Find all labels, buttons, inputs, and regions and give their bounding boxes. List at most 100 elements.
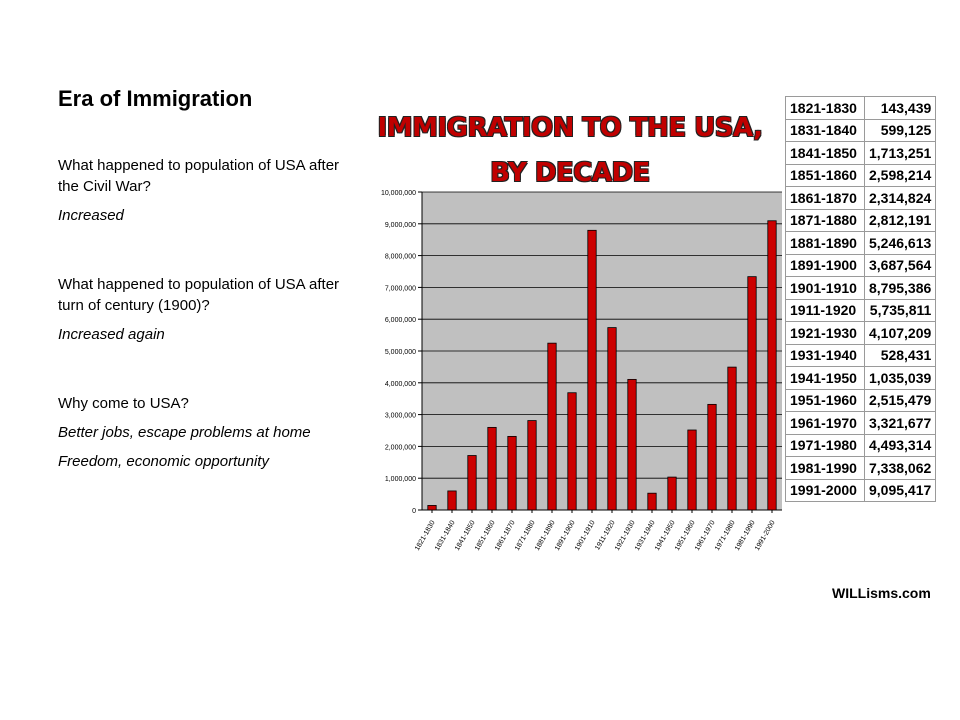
- question-1: What happened to population of USA after…: [58, 157, 340, 195]
- x-tick-label: 1841-1850: [454, 519, 477, 552]
- x-tick-label: 1991-2000: [754, 519, 777, 552]
- bar: [667, 476, 677, 511]
- x-tick-label: 1871-1880: [514, 519, 537, 552]
- x-tick-label: 1851-1860: [474, 519, 497, 552]
- decade-cell: 1821-1830: [785, 96, 865, 120]
- immigrants-cell: 2,515,479: [863, 388, 937, 412]
- immigrants-cell: 7,338,062: [863, 456, 937, 480]
- decade-cell: 1951-1960: [785, 388, 865, 412]
- decade-cell: 1961-1970: [785, 411, 865, 435]
- immigrants-cell: 1,713,251: [863, 141, 937, 165]
- immigrants-cell: 2,314,824: [863, 186, 937, 210]
- immigrants-cell: 3,321,677: [863, 411, 937, 435]
- bar-chart-svg: 0 1,000,000 2,000,000 3,000,000 4,000,000 5,0…: [381, 190, 782, 552]
- decade-cell: 1891-1900: [785, 253, 865, 277]
- slide-title: Era of Immigration: [58, 86, 253, 111]
- bar: [567, 392, 577, 511]
- x-tick-label: 1891-1900: [554, 519, 577, 552]
- y-tick-label: 6,000,000: [385, 317, 416, 324]
- chart-title: IMMIGRATION TO THE USA, BY DECADE: [377, 113, 763, 188]
- bar: [627, 378, 637, 511]
- bar: [767, 220, 777, 511]
- credit-text: WILLisms.com: [832, 585, 931, 601]
- decade-cell: 1941-1950: [785, 366, 865, 390]
- bar: [727, 366, 737, 511]
- x-tick-label: 1881-1890: [534, 519, 557, 552]
- decade-cell: 1991-2000: [785, 478, 865, 502]
- bar: [527, 420, 537, 511]
- decade-cell: 1831-1840: [785, 118, 865, 142]
- bar: [487, 426, 497, 511]
- y-tick-label: 3,000,000: [385, 413, 416, 420]
- x-tick-label: 1951-1960: [674, 519, 697, 552]
- y-tick-label: 7,000,000: [385, 285, 416, 292]
- immigrants-cell: 4,493,314: [863, 433, 937, 457]
- immigrants-cell: 2,812,191: [863, 208, 937, 232]
- bar: [707, 403, 717, 511]
- table-row: 1891-1900 3,687,564: [785, 253, 937, 277]
- immigration-chart: 0 1,000,000 2,000,000 3,000,000 4,000,000 5,0…: [358, 96, 782, 586]
- immigrants-cell: 8,795,386: [863, 276, 937, 300]
- question-3: Why come to USA?: [58, 395, 189, 412]
- bar: [467, 455, 477, 511]
- decade-cell: 1851-1860: [785, 163, 865, 187]
- table-row: 1921-1930 4,107,209: [785, 321, 937, 345]
- immigrants-cell: 1,035,039: [863, 366, 937, 390]
- answer-2: Increased again: [58, 326, 165, 343]
- bar: [587, 229, 597, 511]
- immigrants-cell: 2,598,214: [863, 163, 937, 187]
- immigration-table: 1821-1830 143,439 1831-1840 599,125 1841-185…: [785, 96, 937, 502]
- decade-cell: 1881-1890: [785, 231, 865, 255]
- x-tick-label: 1961-1970: [694, 519, 717, 552]
- x-tick-label: 1821-1830: [414, 519, 437, 552]
- bar: [427, 505, 437, 511]
- bar: [647, 492, 657, 511]
- table-row: 1831-1840 599,125: [785, 118, 937, 142]
- immigrants-cell: 143,439: [863, 96, 937, 120]
- answer-3: Better jobs, escape problems at home: [58, 424, 311, 441]
- decade-cell: 1911-1920: [785, 298, 865, 322]
- table-row: 1871-1880 2,812,191: [785, 208, 937, 232]
- bar: [547, 342, 557, 511]
- immigrants-cell: 5,735,811: [863, 298, 937, 322]
- immigrants-cell: 3,687,564: [863, 253, 937, 277]
- table-row: 1901-1910 8,795,386: [785, 276, 937, 300]
- table-row: 1861-1870 2,314,824: [785, 186, 937, 210]
- decade-cell: 1901-1910: [785, 276, 865, 300]
- table-row: 1981-1990 7,338,062: [785, 456, 937, 480]
- decade-cell: 1971-1980: [785, 433, 865, 457]
- answer-1: Increased: [58, 207, 124, 224]
- answer-3b: Freedom, economic opportunity: [58, 453, 269, 470]
- table-row: 1951-1960 2,515,479: [785, 388, 937, 412]
- bar: [507, 435, 517, 511]
- x-tick-label: 1941-1950: [654, 519, 677, 552]
- table-row: 1841-1850 1,713,251: [785, 141, 937, 165]
- decade-cell: 1841-1850: [785, 141, 865, 165]
- text-panel: What happened to population of USA after…: [58, 155, 358, 472]
- x-tick-label: 1911-1920: [594, 519, 617, 551]
- immigrants-cell: 9,095,417: [863, 478, 937, 502]
- decade-cell: 1931-1940: [785, 343, 865, 367]
- table-row: 1851-1860 2,598,214: [785, 163, 937, 187]
- bar: [607, 327, 617, 511]
- y-tick-label: 8,000,000: [385, 254, 416, 261]
- x-tick-label: 1931-1940: [634, 519, 657, 552]
- x-tick-label: 1861-1870: [494, 519, 517, 552]
- x-tick-label: 1981-1990: [734, 519, 757, 552]
- table-row: 1931-1940 528,431: [785, 343, 937, 367]
- decade-cell: 1861-1870: [785, 186, 865, 210]
- table-row: 1911-1920 5,735,811: [785, 298, 937, 322]
- immigrants-cell: 5,246,613: [863, 231, 937, 255]
- x-tick-label: 1831-1840: [434, 519, 457, 552]
- decade-cell: 1871-1880: [785, 208, 865, 232]
- x-tick-label: 1921-1930: [614, 519, 637, 552]
- x-tick-label: 1901-1910: [574, 519, 597, 552]
- bar: [447, 490, 457, 511]
- y-tick-label: 2,000,000: [385, 444, 416, 451]
- immigrants-cell: 528,431: [863, 343, 937, 367]
- table-row: 1821-1830 143,439: [785, 96, 937, 120]
- bar: [687, 429, 697, 511]
- bar: [747, 276, 757, 511]
- x-tick-label: 1971-1980: [714, 519, 737, 552]
- question-2: What happened to population of USA after…: [58, 276, 340, 314]
